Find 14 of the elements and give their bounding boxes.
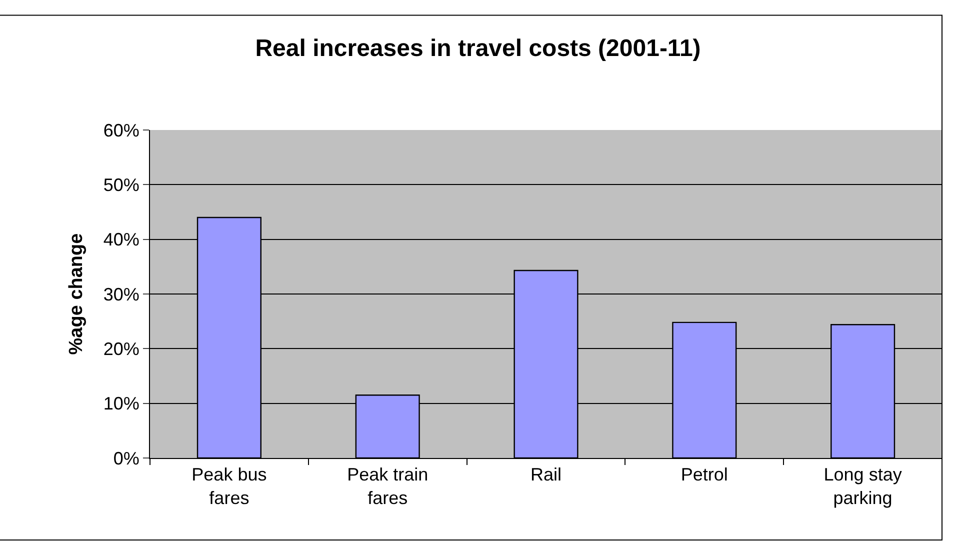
y-tick-label: 50% (103, 174, 140, 195)
x-tick-label: Peak bus fares (192, 464, 267, 508)
chart-title: Real increases in travel costs (2001-11) (255, 35, 701, 62)
y-tick-label: 40% (103, 230, 140, 250)
y-tick-label: 10% (103, 394, 140, 414)
y-tick-label: 30% (103, 284, 140, 304)
x-tick-label: Peak train fares (347, 464, 428, 508)
y-tick-label: 0% (113, 448, 140, 468)
y-axis-title: %age change (66, 233, 88, 355)
y-tick-label: 20% (103, 338, 140, 359)
y-tick-label: 60% (103, 120, 140, 140)
x-tick-label: Long stay parking (824, 464, 902, 508)
x-tick-label: Petrol (680, 464, 728, 485)
x-tick-label: Rail (530, 464, 562, 485)
